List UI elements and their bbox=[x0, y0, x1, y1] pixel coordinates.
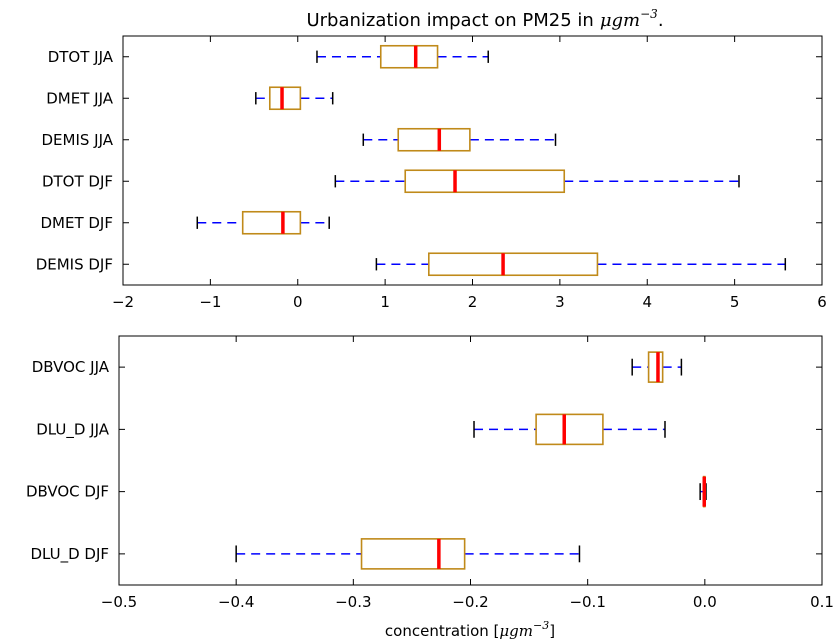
x-tick-label: −0.1 bbox=[569, 593, 605, 611]
x-tick-label: 1 bbox=[380, 293, 390, 311]
category-label: DTOT DJF bbox=[42, 172, 113, 190]
category-label: DLU_D JJA bbox=[36, 420, 110, 439]
x-tick-label: 0 bbox=[293, 293, 303, 311]
x-axis-label: concentration [μgm−3] bbox=[385, 619, 555, 640]
box bbox=[360, 538, 466, 570]
chart-title: Urbanization impact on PM25 in μgm−3. bbox=[306, 7, 663, 31]
category-label: DBVOC JJA bbox=[32, 358, 110, 376]
x-tick-label: −2 bbox=[112, 293, 134, 311]
x-tick-label: 4 bbox=[642, 293, 652, 311]
xlabel-math-sup: −3 bbox=[533, 619, 549, 632]
title-text: Urbanization impact on PM25 in bbox=[306, 10, 593, 31]
box bbox=[647, 351, 664, 383]
box bbox=[535, 413, 604, 446]
xlabel-text: concentration [ bbox=[385, 622, 500, 640]
plot-frame bbox=[122, 35, 823, 286]
x-tick-label: 5 bbox=[730, 293, 740, 311]
x-tick-label: 0.0 bbox=[693, 593, 717, 611]
category-label: DMET JJA bbox=[46, 89, 113, 107]
title-math-sup: −3 bbox=[640, 7, 658, 21]
category-label: DMET DJF bbox=[40, 214, 113, 232]
x-tick-label: −1 bbox=[199, 293, 221, 311]
x-tick-label: −0.5 bbox=[101, 593, 137, 611]
plot-frame bbox=[118, 335, 823, 586]
box bbox=[404, 169, 566, 194]
xlabel-suffix: ] bbox=[549, 622, 555, 640]
category-label: DEMIS DJF bbox=[36, 255, 113, 273]
category-label: DEMIS JJA bbox=[41, 131, 113, 149]
x-tick-label: 6 bbox=[817, 293, 827, 311]
x-tick-label: 3 bbox=[555, 293, 565, 311]
category-label: DTOT JJA bbox=[48, 48, 114, 66]
x-tick-label: −0.4 bbox=[218, 593, 254, 611]
x-tick-label: 2 bbox=[468, 293, 478, 311]
top-panel: −2 −1 0 1 2 3 4 5 6 DTOT JJA DMET JJA DEMIS JJA DTOT… bbox=[36, 35, 827, 311]
x-tick-label: −0.2 bbox=[452, 593, 488, 611]
box bbox=[428, 252, 599, 277]
title-suffix: . bbox=[658, 10, 664, 31]
x-tick-label: −0.3 bbox=[335, 593, 371, 611]
box bbox=[241, 210, 302, 235]
box bbox=[268, 86, 302, 111]
xlabel-math: μgm bbox=[499, 622, 533, 640]
title-math: μgm bbox=[600, 10, 640, 31]
category-label: DLU_D DJF bbox=[30, 545, 109, 564]
box bbox=[397, 127, 471, 152]
category-label: DBVOC DJF bbox=[26, 483, 109, 501]
bottom-panel: −0.5 −0.4 −0.3 −0.2 −0.1 0.0 0.1 DBVOC JJA DLU_D… bbox=[26, 335, 834, 611]
box bbox=[379, 44, 439, 69]
x-tick-label: 0.1 bbox=[810, 593, 834, 611]
